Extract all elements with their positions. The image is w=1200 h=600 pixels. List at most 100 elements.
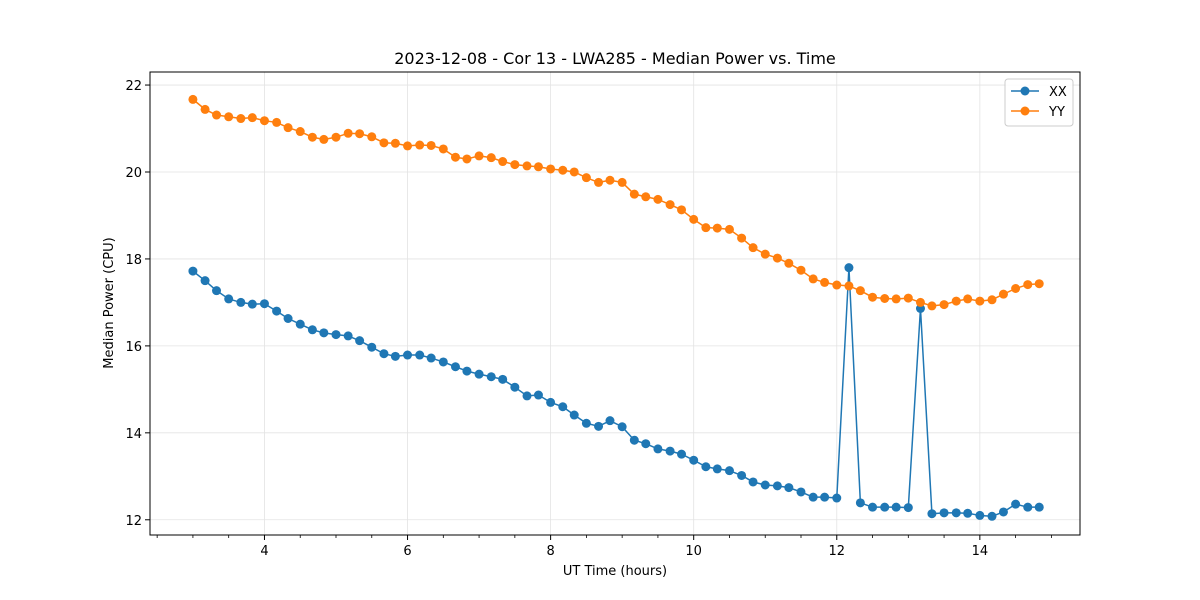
data-point-yy: [331, 132, 341, 142]
data-point-xx: [283, 313, 293, 323]
data-point-yy: [605, 175, 615, 185]
data-point-xx: [295, 319, 305, 329]
x-tick-label: 6: [403, 544, 411, 559]
data-point-xx: [426, 353, 436, 363]
data-point-yy: [724, 224, 734, 234]
data-point-yy: [617, 177, 627, 187]
legend-label-xx: XX: [1049, 85, 1067, 100]
data-point-yy: [760, 249, 770, 259]
data-point-yy: [200, 104, 210, 114]
data-point-yy: [927, 301, 937, 311]
data-point-yy: [319, 134, 329, 144]
data-point-yy: [283, 123, 293, 133]
data-point-yy: [533, 162, 543, 172]
data-point-xx: [188, 266, 198, 276]
data-point-xx: [450, 362, 460, 372]
data-point-xx: [772, 481, 782, 491]
data-point-xx: [272, 306, 282, 316]
data-point-yy: [272, 117, 282, 127]
legend-marker-xx: [1020, 86, 1030, 96]
data-point-xx: [438, 357, 448, 367]
data-point-yy: [641, 192, 651, 202]
data-point-yy: [796, 265, 806, 275]
data-point-yy: [474, 151, 484, 161]
data-point-xx: [307, 325, 317, 335]
data-point-xx: [987, 511, 997, 521]
data-point-yy: [939, 300, 949, 310]
data-point-yy: [426, 140, 436, 150]
data-point-xx: [689, 455, 699, 465]
data-point-yy: [784, 258, 794, 268]
data-point-xx: [390, 351, 400, 361]
data-point-yy: [403, 141, 413, 151]
data-point-yy: [903, 293, 913, 303]
data-point-xx: [569, 410, 579, 420]
data-point-yy: [1023, 280, 1033, 290]
data-point-xx: [581, 418, 591, 428]
data-point-yy: [748, 243, 758, 253]
data-point-xx: [474, 369, 484, 379]
data-point-xx: [605, 416, 615, 426]
data-point-yy: [880, 294, 890, 304]
data-point-xx: [975, 510, 985, 520]
data-point-xx: [212, 286, 222, 296]
data-point-yy: [951, 296, 961, 306]
data-point-xx: [617, 422, 627, 432]
data-point-yy: [653, 194, 663, 204]
data-point-yy: [820, 277, 830, 287]
plot-frame: [149, 71, 1081, 536]
data-point-yy: [415, 140, 425, 150]
data-point-xx: [760, 480, 770, 490]
data-point-yy: [808, 274, 818, 284]
data-point-xx: [1011, 499, 1021, 509]
data-point-yy: [677, 205, 687, 215]
axes: 4 6 8 10 12 14 12 14 16 18 20 22: [125, 79, 1052, 559]
data-point-yy: [665, 200, 675, 210]
data-point-xx: [939, 508, 949, 518]
data-point-xx: [367, 342, 377, 352]
data-point-yy: [307, 132, 317, 142]
y-tick-label: 18: [125, 253, 142, 268]
data-point-xx: [653, 444, 663, 454]
data-point-xx: [498, 374, 508, 384]
data-point-xx: [594, 421, 604, 431]
x-tick-label: 14: [972, 544, 989, 559]
data-point-yy: [510, 160, 520, 170]
data-point-yy: [868, 292, 878, 302]
y-tick-label: 16: [125, 340, 142, 355]
data-point-xx: [951, 508, 961, 518]
data-point-xx: [546, 397, 556, 407]
data-point-yy: [689, 214, 699, 224]
data-point-yy: [247, 113, 257, 123]
data-point-yy: [438, 144, 448, 154]
data-point-yy: [450, 152, 460, 162]
data-point-xx: [641, 439, 651, 449]
data-point-yy: [712, 223, 722, 233]
data-point-yy: [498, 157, 508, 167]
data-point-yy: [355, 129, 365, 139]
data-point-xx: [712, 464, 722, 474]
y-tick-label: 20: [125, 166, 142, 181]
data-point-xx: [629, 435, 639, 445]
data-point-xx: [331, 330, 341, 340]
data-point-yy: [188, 94, 198, 104]
data-point-yy: [1034, 279, 1044, 289]
y-axis-label: Median Power (CPU): [102, 237, 117, 368]
data-point-xx: [832, 493, 842, 503]
series-yy: [188, 94, 1044, 311]
data-point-xx: [510, 382, 520, 392]
legend-marker-yy: [1020, 106, 1030, 116]
data-point-yy: [891, 294, 901, 304]
data-point-xx: [748, 477, 758, 487]
data-point-xx: [415, 350, 425, 360]
data-point-yy: [212, 110, 222, 120]
data-point-yy: [390, 138, 400, 148]
data-point-yy: [581, 173, 591, 183]
data-point-yy: [367, 132, 377, 142]
data-point-xx: [533, 390, 543, 400]
data-point-yy: [832, 280, 842, 290]
data-point-xx: [558, 402, 568, 412]
data-point-xx: [701, 462, 711, 472]
data-point-yy: [987, 295, 997, 305]
data-point-xx: [844, 263, 854, 273]
